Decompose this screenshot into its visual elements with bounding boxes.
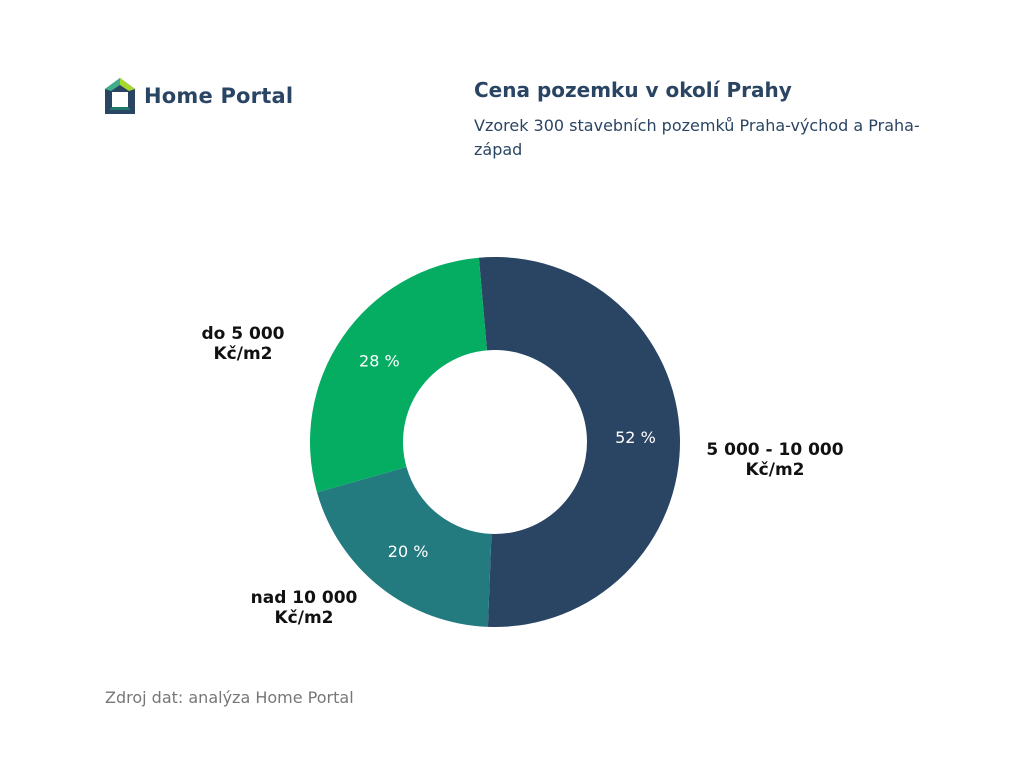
brand-name: Home Portal — [144, 84, 294, 108]
slice-value-label: 52 % — [615, 428, 656, 447]
brand-logo: Home Portal — [104, 76, 293, 116]
chart-subtitle: Vzorek 300 stavebních pozemků Praha-vých… — [474, 116, 920, 159]
category-label-line: nad 10 000 — [250, 588, 358, 608]
donut-slice — [478, 257, 680, 627]
category-label-5000-10000: 5 000 - 10 000 Kč/m2 — [700, 440, 850, 480]
category-label-do-5000: do 5 000 Kč/m2 — [178, 324, 308, 364]
house-icon — [105, 78, 135, 114]
slice-value-label: 28 % — [359, 352, 400, 371]
category-label-line: Kč/m2 — [213, 344, 273, 364]
category-label-line: Kč/m2 — [274, 608, 334, 628]
donut-slice — [316, 467, 492, 627]
slice-value-label: 20 % — [388, 542, 429, 561]
donut-slice — [310, 257, 487, 493]
category-label-nad-10000: nad 10 000 Kč/m2 — [234, 588, 374, 628]
source-note: Zdroj dat: analýza Home Portal — [105, 688, 354, 707]
category-label-line: do 5 000 — [201, 324, 285, 344]
category-label-line: 5 000 - 10 000 — [706, 440, 844, 460]
category-label-line: Kč/m2 — [745, 460, 805, 480]
chart-title: Cena pozemku v okolí Prahy — [474, 78, 792, 102]
